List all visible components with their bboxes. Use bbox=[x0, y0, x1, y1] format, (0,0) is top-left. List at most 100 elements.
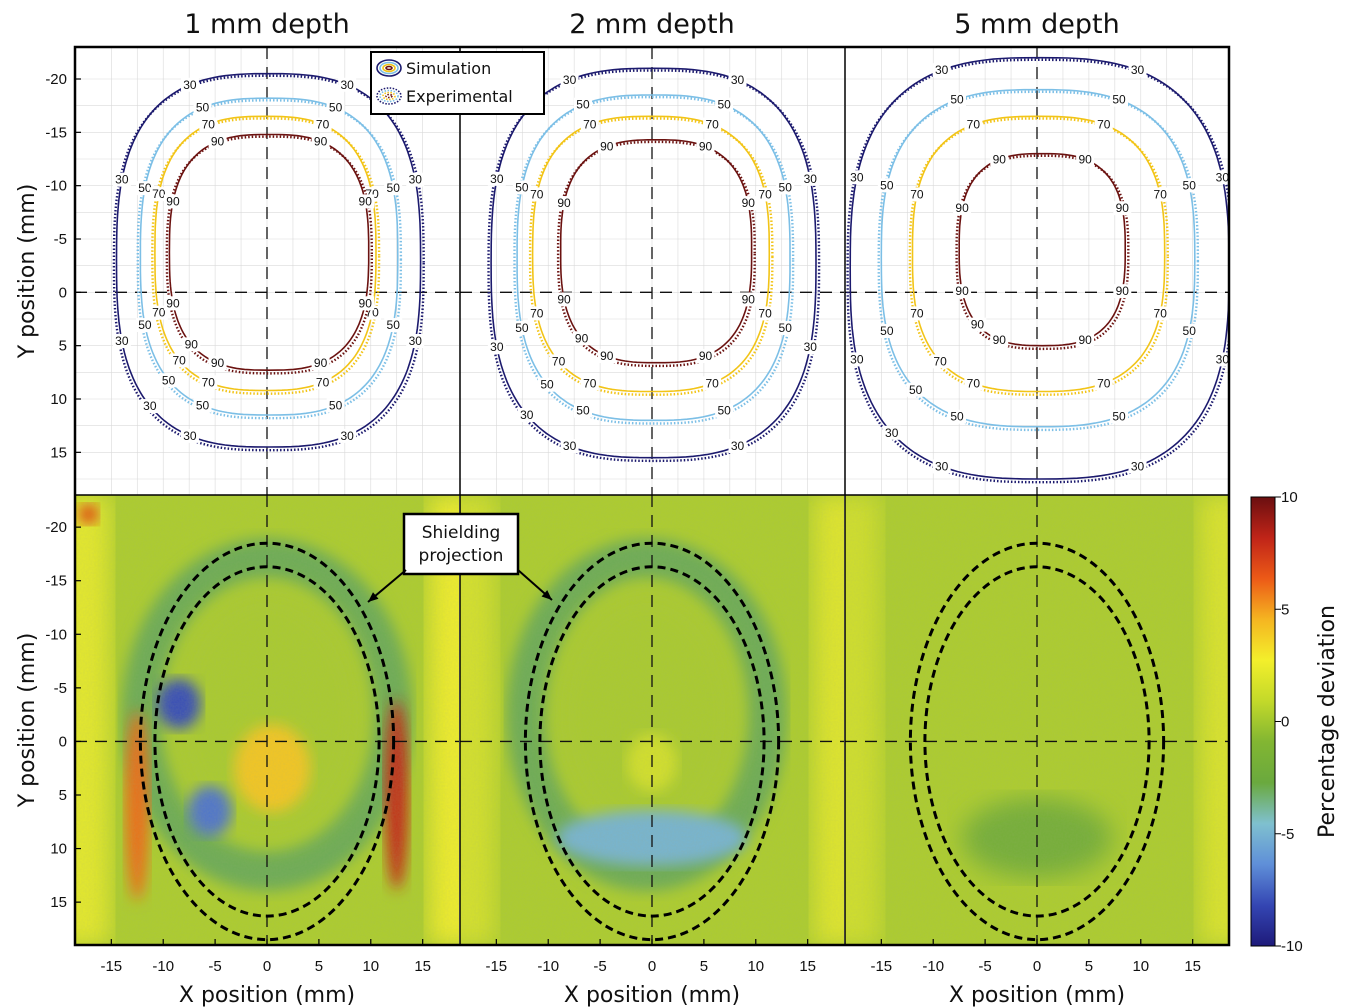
experimental-contour-90 bbox=[955, 154, 1130, 351]
contour-label-bg bbox=[990, 332, 1009, 347]
contour-label: 90 bbox=[314, 356, 328, 370]
contour-label-bg bbox=[756, 306, 775, 321]
colorbar: 10 5 0 -5 -10 Percentage deviation bbox=[1250, 489, 1340, 955]
contour-label-bg bbox=[877, 178, 896, 193]
contour-label: 50 bbox=[950, 410, 964, 424]
contour-label: 90 bbox=[699, 139, 713, 153]
contour-label-bg bbox=[1113, 284, 1132, 299]
contour-label-bg bbox=[487, 340, 506, 355]
contour-label: 70 bbox=[530, 306, 544, 320]
contour-label: 50 bbox=[576, 404, 590, 418]
contour-label-bg bbox=[906, 382, 925, 397]
annotation-arrowhead bbox=[541, 590, 552, 600]
contour-label-bg bbox=[208, 356, 227, 371]
contour-label: 30 bbox=[563, 439, 577, 453]
contour-label: 90 bbox=[1078, 152, 1092, 166]
contour-label-bg bbox=[932, 63, 951, 78]
contour-label-bg bbox=[560, 72, 579, 87]
colorbar-tick-label: -5 bbox=[1281, 826, 1294, 843]
contour-label-bg bbox=[1151, 306, 1170, 321]
contour-label-bg bbox=[140, 399, 159, 414]
contour-label: 50 bbox=[779, 180, 793, 194]
contour-label-bg bbox=[964, 117, 983, 132]
y-tick-label: -10 bbox=[45, 626, 67, 643]
axes: -15 -10 -5 0 5 10 15 X position (mm) -15 -10 -5 0 5 1… bbox=[15, 71, 1201, 1007]
y-tick-label: -20 bbox=[45, 71, 67, 88]
contour-label: 50 bbox=[387, 181, 401, 195]
legend-label: Experimental bbox=[406, 87, 513, 106]
annotation-box bbox=[402, 512, 520, 576]
contour-label-bg bbox=[180, 428, 199, 443]
contour-label-bg bbox=[311, 134, 330, 149]
contour-label-bg bbox=[313, 375, 332, 390]
contour-label: 30 bbox=[935, 63, 949, 77]
x-tick-label: 0 bbox=[1033, 958, 1041, 975]
contour-label: 70 bbox=[933, 354, 947, 368]
contour-panel: 3030303030303030305050505050505050507070… bbox=[75, 47, 459, 495]
contour-label: 70 bbox=[202, 375, 216, 389]
contour-label: 90 bbox=[557, 196, 571, 210]
contour-label-bg bbox=[313, 117, 332, 132]
x-tick-label: 10 bbox=[747, 958, 764, 975]
simulation-contour-90 bbox=[168, 133, 370, 372]
x-tick-label: 0 bbox=[648, 958, 656, 975]
contour-label: 70 bbox=[583, 118, 597, 132]
contour-label-bg bbox=[882, 425, 901, 440]
contour-label: 90 bbox=[314, 134, 328, 148]
contour-label: 90 bbox=[1116, 201, 1130, 215]
y-axis-label: Y position (mm) bbox=[15, 633, 40, 809]
shielding-outer-ellipse bbox=[908, 541, 1166, 942]
y-tick-label: 15 bbox=[50, 444, 67, 461]
contour-label: 70 bbox=[967, 118, 981, 132]
colorbar-tick-label: 5 bbox=[1281, 601, 1289, 618]
contour-label-bg bbox=[801, 171, 820, 186]
x-tick-label: 5 bbox=[1085, 958, 1093, 975]
contour-label: 50 bbox=[576, 98, 590, 112]
legend-swatch bbox=[385, 65, 393, 71]
contour-label-bg bbox=[527, 187, 546, 202]
contour-label: 50 bbox=[196, 101, 210, 115]
contour-label: 70 bbox=[910, 306, 924, 320]
shielding-inner-ellipse bbox=[923, 565, 1151, 918]
y-tick-label: -20 bbox=[45, 519, 67, 536]
experimental-contour-70 bbox=[528, 117, 774, 396]
contour-label-bg bbox=[1180, 324, 1199, 339]
contour-label: 50 bbox=[1112, 410, 1126, 424]
panel-title: 2 mm depth bbox=[569, 9, 735, 40]
colorbar-tick-label: -10 bbox=[1281, 938, 1303, 955]
x-tick-label: 5 bbox=[700, 958, 708, 975]
colorbar-tick-label: 0 bbox=[1281, 714, 1289, 731]
contour-label-bg bbox=[953, 284, 972, 299]
contour-label: 90 bbox=[1116, 284, 1130, 298]
shielding-inner-ellipse bbox=[153, 565, 381, 918]
contour-label: 30 bbox=[143, 399, 157, 413]
contour-label-bg bbox=[549, 354, 568, 369]
contour-label: 50 bbox=[880, 178, 894, 192]
contour-label: 30 bbox=[409, 173, 423, 187]
contour-label: 50 bbox=[540, 378, 554, 392]
experimental-contour-90 bbox=[165, 135, 373, 375]
contour-label: 30 bbox=[850, 170, 864, 184]
contour-label: 90 bbox=[359, 296, 373, 310]
y-tick-label: 5 bbox=[59, 787, 67, 804]
contour-label: 70 bbox=[758, 306, 772, 320]
contour-label: 30 bbox=[183, 429, 197, 443]
colorbar-label: Percentage deviation bbox=[1315, 605, 1340, 838]
contour-label: 70 bbox=[1097, 376, 1111, 390]
deviation-panels bbox=[75, 495, 1229, 945]
x-tick-label: -10 bbox=[537, 958, 559, 975]
x-tick-label: 10 bbox=[362, 958, 379, 975]
contour-label-bg bbox=[932, 459, 951, 474]
contour-label-bg bbox=[1213, 170, 1229, 185]
x-tick-label: -5 bbox=[978, 958, 991, 975]
contour-label-bg bbox=[728, 72, 747, 87]
contour-label: 50 bbox=[515, 180, 529, 194]
legend-box bbox=[370, 51, 545, 115]
contour-label-bg bbox=[163, 194, 182, 209]
annotation-arrowhead bbox=[368, 592, 379, 602]
contour-label: 50 bbox=[515, 321, 529, 335]
contour-label-bg bbox=[580, 117, 599, 132]
contour-label: 30 bbox=[804, 172, 818, 186]
contour-label-bg bbox=[739, 292, 758, 307]
contour-label: 30 bbox=[340, 78, 354, 92]
